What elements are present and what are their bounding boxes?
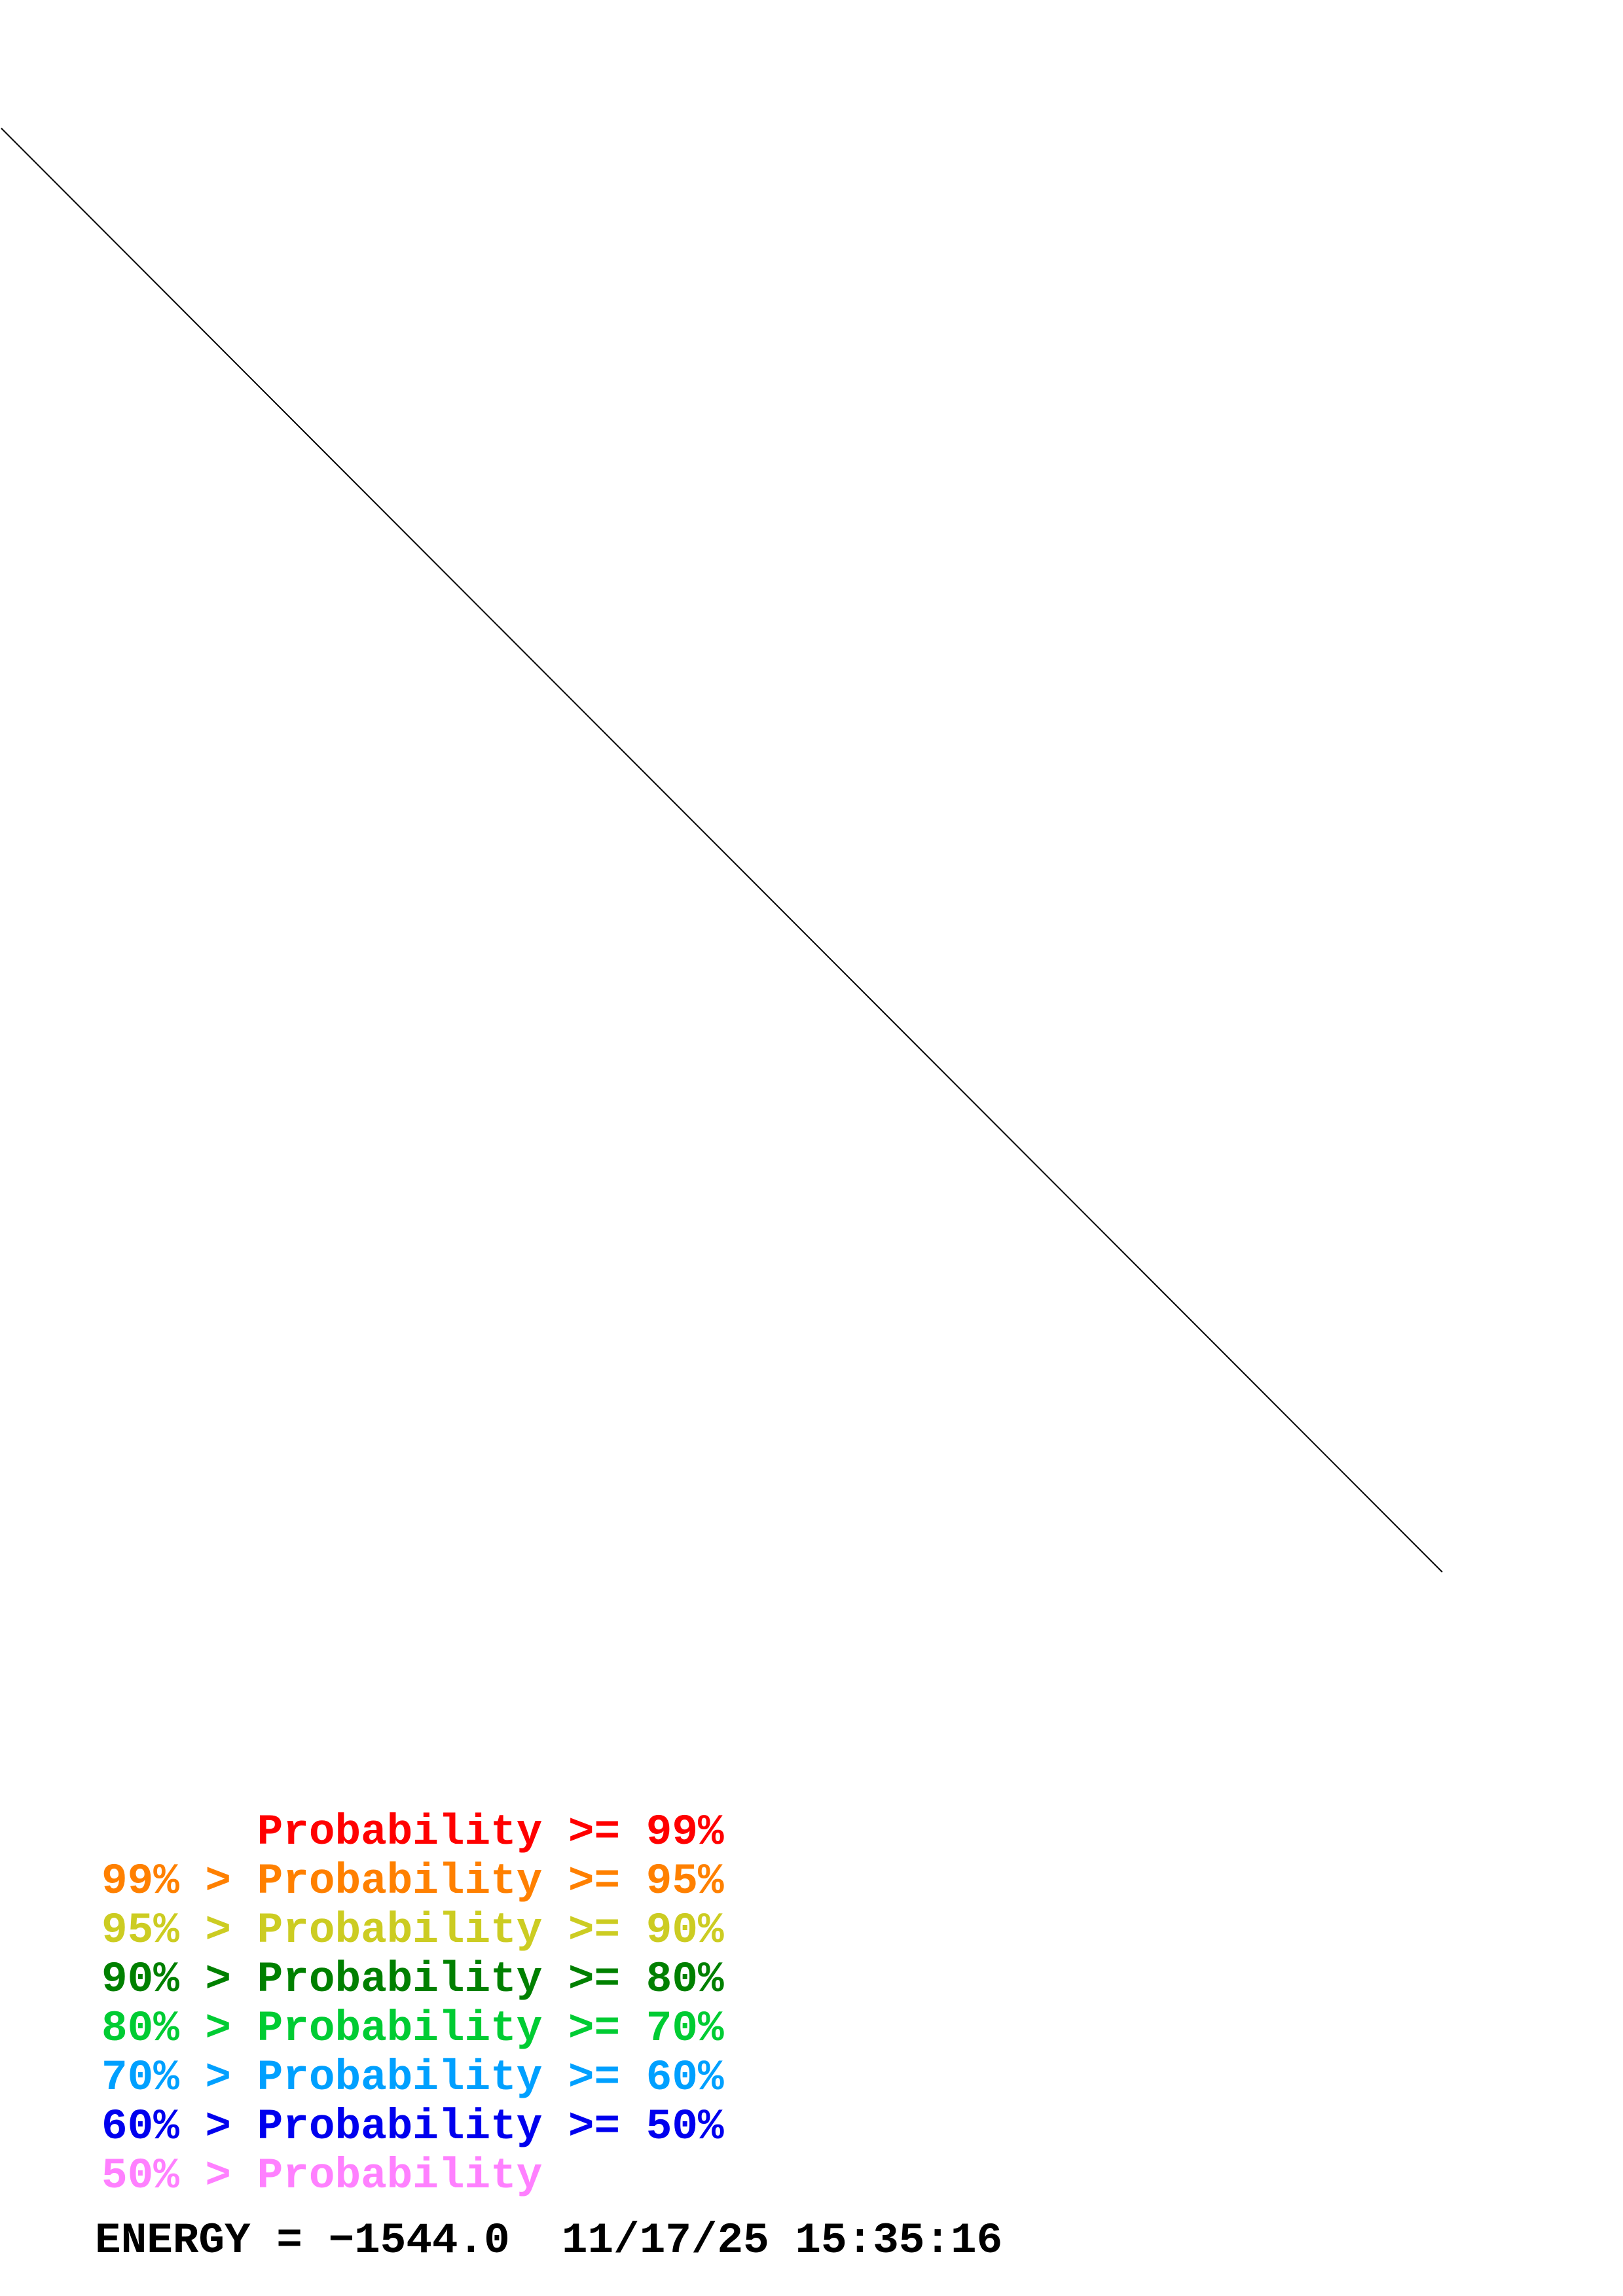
legend-item-prob-90-95: 95% > Probability >= 90% xyxy=(101,1906,724,1955)
legend-item-prob-ge-99: Probability >= 99% xyxy=(101,1808,724,1857)
legend-item-prob-lt-50: 50% > Probability xyxy=(101,2151,543,2200)
legend-item-prob-80-90: 90% > Probability >= 80% xyxy=(101,1955,724,2004)
legend-item-prob-95-99: 99% > Probability >= 95% xyxy=(101,1857,724,1906)
legend-item-prob-60-70: 70% > Probability >= 60% xyxy=(101,2053,724,2102)
legend-item-prob-70-80: 80% > Probability >= 70% xyxy=(101,2004,724,2053)
main-diagonal-line xyxy=(1,128,1443,1573)
energy-annotation: ENERGY = −1544.0 11/17/25 15:35:16 xyxy=(95,2216,1003,2265)
legend-item-prob-50-60: 60% > Probability >= 50% xyxy=(101,2102,724,2151)
probability-legend: Probability >= 99% 99% > Probability >= … xyxy=(101,1808,724,2200)
